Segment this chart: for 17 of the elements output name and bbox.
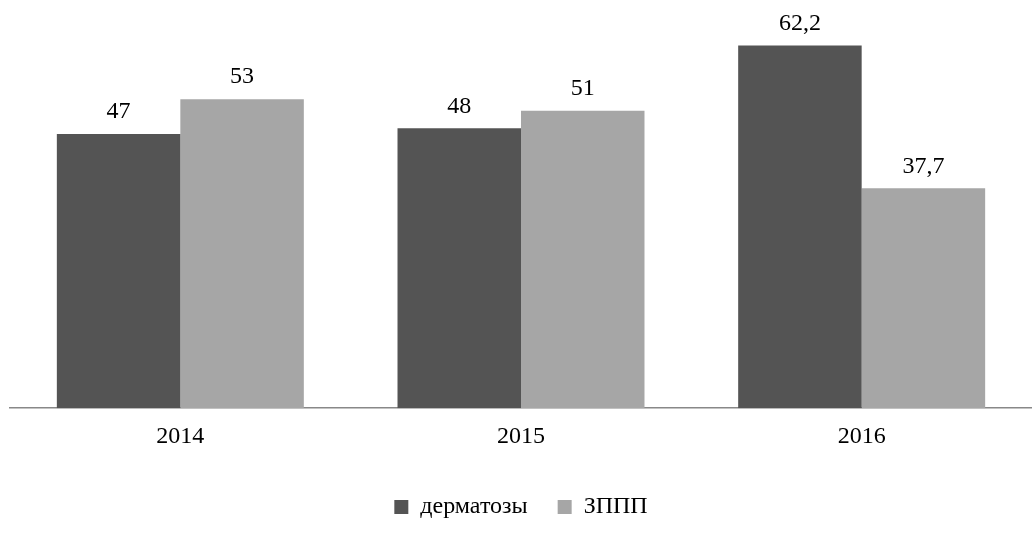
bar — [738, 45, 862, 409]
data-label: 47 — [106, 97, 131, 124]
bar — [861, 188, 986, 409]
legend-label: дерматозы — [420, 492, 528, 519]
bar — [180, 99, 304, 409]
x-tick-label: 2016 — [837, 421, 886, 448]
legend-label: ЗППП — [583, 492, 648, 519]
bar — [521, 110, 645, 409]
x-tick-label: 2015 — [497, 421, 545, 448]
bar — [397, 128, 521, 409]
data-label: 53 — [230, 62, 255, 89]
bar — [56, 134, 181, 409]
data-label: 37,7 — [902, 151, 945, 178]
data-label: 62,2 — [778, 8, 821, 35]
data-label: 48 — [447, 91, 472, 118]
data-label: 51 — [570, 74, 595, 101]
x-tick-label: 2014 — [156, 421, 205, 448]
